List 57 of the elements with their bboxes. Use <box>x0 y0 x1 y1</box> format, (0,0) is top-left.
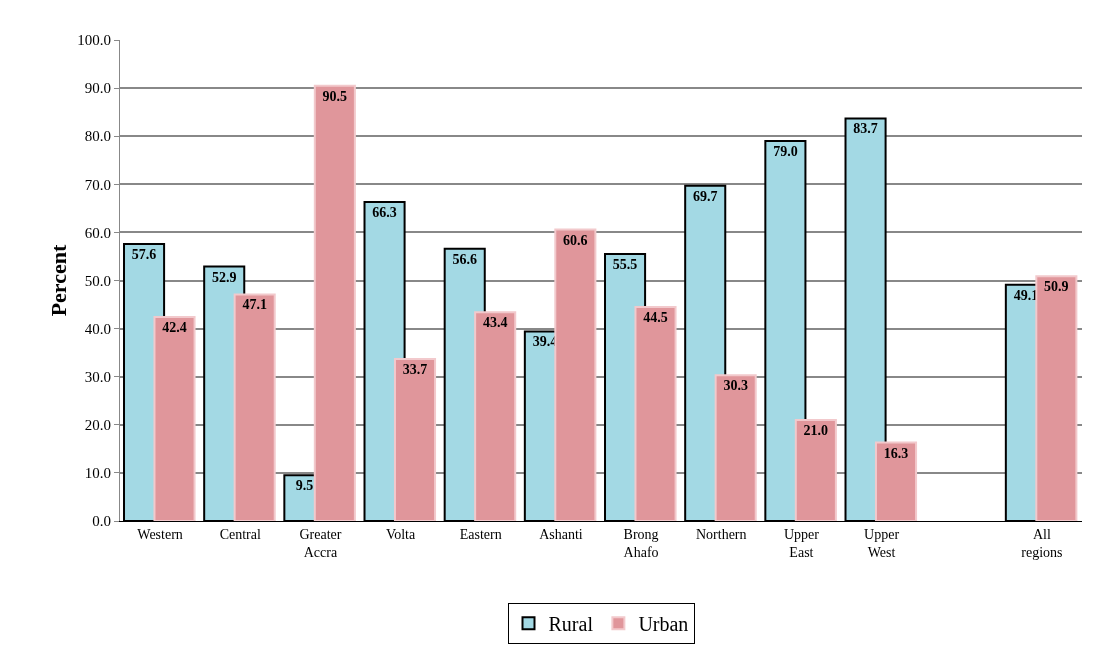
bar <box>634 305 677 521</box>
data-label: 57.6 <box>131 246 157 262</box>
x-tick-label: Ashanti <box>539 526 583 542</box>
x-tick-label: Western <box>137 526 183 542</box>
data-label: 52.9 <box>211 269 237 285</box>
data-label: 16.3 <box>883 445 909 461</box>
data-label: 83.7 <box>853 121 878 137</box>
y-tick-label: 30.0 <box>84 368 111 385</box>
y-tick-label: 0.0 <box>92 513 111 530</box>
data-label: 33.7 <box>402 361 428 377</box>
data-label: 47.1 <box>242 297 267 313</box>
y-tick-label: 20.0 <box>84 417 111 434</box>
y-tick-label: 10.0 <box>84 465 111 482</box>
data-label: 43.4 <box>482 315 508 331</box>
bar <box>393 357 437 521</box>
legend-label: Rural <box>548 613 594 636</box>
x-tick-label: Eastern <box>459 526 502 542</box>
x-tick-label: Central <box>219 526 261 542</box>
x-tick-label: Brong Ahafo <box>623 526 659 560</box>
y-tick-label: 50.0 <box>84 272 111 289</box>
data-label: 44.5 <box>643 309 668 325</box>
data-label: 69.7 <box>692 188 718 204</box>
data-label: 9.5 <box>295 478 314 494</box>
bar <box>714 374 757 521</box>
y-tick-label: 80.0 <box>84 128 111 145</box>
bar <box>554 228 597 521</box>
x-tick-label: All regions <box>1021 526 1063 560</box>
legend-label: Urban <box>638 613 689 636</box>
data-label: 60.6 <box>563 232 588 248</box>
x-tick-label: Northern <box>695 526 747 542</box>
x-tick-label: Greater Accra <box>299 526 342 560</box>
x-tick-label: Upper East <box>783 526 820 560</box>
bar <box>313 84 356 521</box>
y-tick-label: 70.0 <box>84 176 111 193</box>
y-axis-title: Percent <box>46 244 71 317</box>
data-label: 42.4 <box>162 320 187 336</box>
data-label: 21.0 <box>803 422 829 438</box>
data-label: 49.1 <box>1013 287 1039 303</box>
bar <box>794 418 837 521</box>
x-tick-label: Upper West <box>864 526 900 560</box>
y-tick-label: 90.0 <box>84 80 111 97</box>
y-tick-label: 60.0 <box>84 224 111 241</box>
data-label: 30.3 <box>723 378 748 394</box>
data-label: 55.5 <box>612 257 638 273</box>
bar <box>474 311 517 521</box>
bar <box>153 316 196 521</box>
data-label: 90.5 <box>322 88 348 104</box>
data-label: 66.3 <box>372 205 397 221</box>
y-tick-label: 100.0 <box>77 32 111 49</box>
data-label: 56.6 <box>452 251 477 267</box>
x-tick-label: Volta <box>385 526 417 542</box>
bar <box>874 441 918 521</box>
bar <box>1035 275 1078 521</box>
data-label: 50.9 <box>1044 279 1069 295</box>
data-label: 79.0 <box>773 144 798 160</box>
y-tick-label: 40.0 <box>84 320 111 337</box>
bar <box>233 293 276 521</box>
